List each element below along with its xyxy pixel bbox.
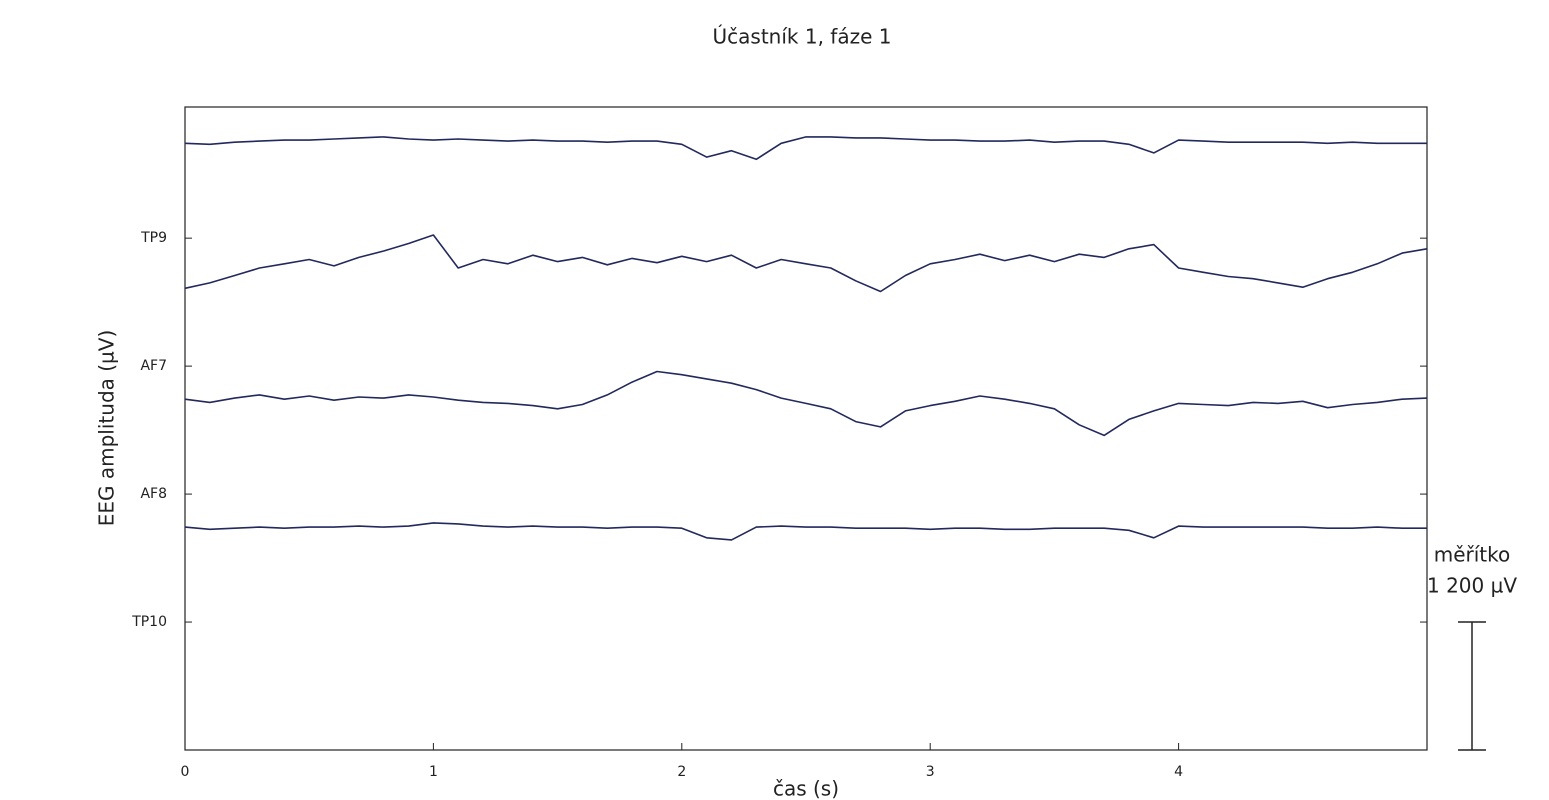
eeg-trace xyxy=(184,522,1427,541)
x-axis-label: čas (s) xyxy=(773,777,839,800)
x-tick-label: 0 xyxy=(181,764,190,780)
y-tick-label: TP9 xyxy=(140,230,167,246)
y-tick-label: AF8 xyxy=(140,486,167,502)
y-tick-label: AF7 xyxy=(140,358,167,374)
x-tick-label: 1 xyxy=(429,764,438,780)
y-axis-label: EEG amplituda (µV) xyxy=(95,330,119,527)
scale-title: měřítko xyxy=(1434,543,1511,567)
eeg-trace xyxy=(184,136,1427,161)
y-tick-label: TP10 xyxy=(131,614,167,630)
scale-label: 1 200 µV xyxy=(1427,574,1517,598)
eeg-trace xyxy=(184,370,1428,437)
x-tick-label: 4 xyxy=(1174,764,1183,780)
eeg-trace xyxy=(184,234,1428,293)
plot-frame xyxy=(184,106,1428,751)
x-tick-label: 2 xyxy=(677,764,686,780)
chart-title: Účastník 1, fáze 1 xyxy=(713,25,892,49)
x-tick-label: 3 xyxy=(926,764,935,780)
